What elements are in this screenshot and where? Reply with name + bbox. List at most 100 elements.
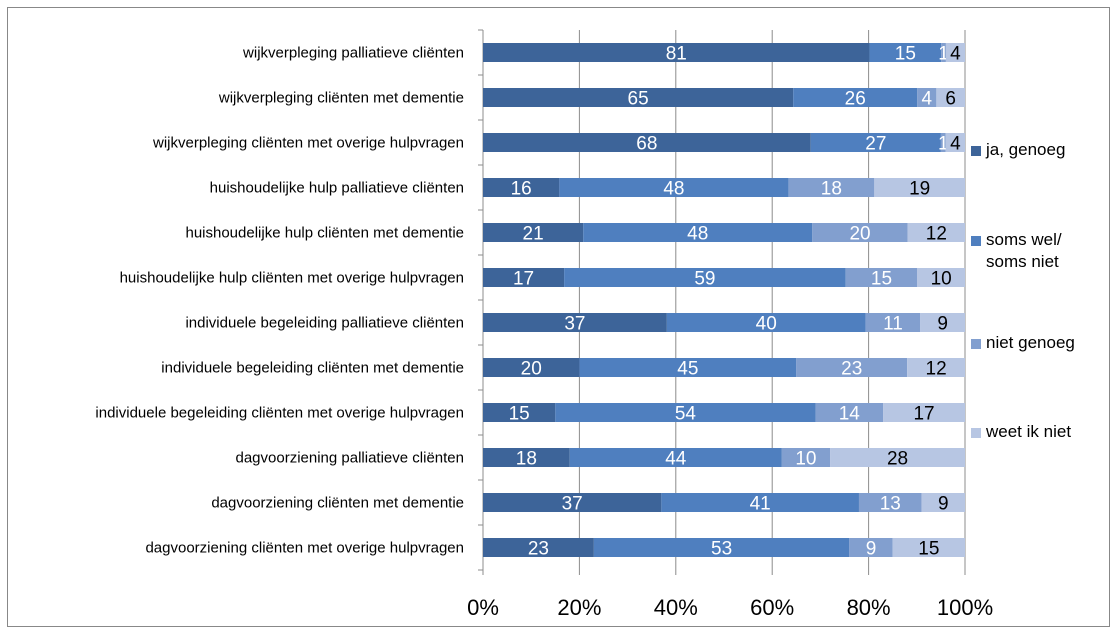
data-label: 48 <box>687 224 708 245</box>
bar-segment <box>830 448 965 467</box>
bar-segment <box>945 43 965 62</box>
bar-segment <box>940 133 946 152</box>
category-label: wijkverpleging palliatieve cliënten <box>242 45 464 62</box>
data-label: 27 <box>865 134 886 155</box>
data-label: 11 <box>883 314 903 335</box>
data-label: 13 <box>880 494 901 515</box>
data-label: 59 <box>694 269 715 290</box>
data-label: 44 <box>665 449 687 470</box>
bar-segment <box>907 223 965 242</box>
bar-segment <box>810 133 941 152</box>
bar-segment <box>892 538 965 557</box>
data-label: 20 <box>521 359 542 380</box>
bar-segment <box>917 88 937 107</box>
data-label: 18 <box>516 449 537 470</box>
bar-segment <box>796 358 908 377</box>
bar-segment <box>869 43 942 62</box>
bar-segment <box>483 358 580 377</box>
data-label: 15 <box>509 404 530 425</box>
data-label: 53 <box>711 539 732 560</box>
data-label: 9 <box>866 539 877 560</box>
category-label: huishoudelijke hulp cliënten met dementi… <box>185 225 464 242</box>
x-tick-label: 100% <box>937 595 993 620</box>
legend-label: weet ik niet <box>985 422 1071 441</box>
bar-segment <box>812 223 908 242</box>
bar-segment <box>483 268 565 287</box>
data-label: 9 <box>938 494 949 515</box>
data-label: 18 <box>821 179 842 200</box>
bar-segment <box>917 268 965 287</box>
data-label: 23 <box>528 539 549 560</box>
x-tick-label: 20% <box>557 595 601 620</box>
bar-segment <box>483 493 662 512</box>
legend-label: niet genoeg <box>986 333 1075 352</box>
bar-segment <box>849 538 893 557</box>
bar-segment <box>845 268 918 287</box>
data-label: 1 <box>938 134 949 155</box>
category-label: individuele begeleiding cliënten met dem… <box>161 360 464 377</box>
data-label: 15 <box>871 269 892 290</box>
category-label: individuele begeleiding palliatieve clië… <box>185 315 464 332</box>
bar-segment <box>483 403 556 422</box>
bar-segment <box>593 538 850 557</box>
bar-segment <box>555 403 816 422</box>
data-label: 10 <box>931 269 952 290</box>
data-label: 23 <box>841 359 862 380</box>
data-label: 17 <box>513 269 534 290</box>
legend-swatch <box>971 428 981 438</box>
x-tick-label: 40% <box>654 595 698 620</box>
category-label: wijkverpleging cliënten met dementie <box>218 90 464 107</box>
bar-segment <box>666 313 866 332</box>
data-label: 14 <box>839 404 861 425</box>
category-label: dagvoorziening cliënten met overige hulp… <box>145 540 464 557</box>
data-label: 9 <box>937 314 948 335</box>
legend-label: soms wel/ <box>986 230 1062 249</box>
bar-segment <box>583 223 813 242</box>
bar-segment <box>569 448 782 467</box>
data-label: 68 <box>636 134 657 155</box>
legend-swatch <box>971 339 981 349</box>
bar-segment <box>559 178 789 197</box>
bar-segment <box>936 88 965 107</box>
bar-segment <box>661 493 859 512</box>
data-label: 12 <box>926 224 947 245</box>
bar-segment <box>788 178 875 197</box>
bar-segment <box>564 268 846 287</box>
data-label: 37 <box>564 314 585 335</box>
data-label: 65 <box>628 89 649 110</box>
data-label: 40 <box>756 314 777 335</box>
data-label: 20 <box>849 224 870 245</box>
data-label: 19 <box>909 179 930 200</box>
bar-segment <box>483 178 560 197</box>
data-label: 81 <box>666 44 687 65</box>
bar-segment <box>579 358 797 377</box>
bar-segment <box>815 403 884 422</box>
bar-segment <box>483 313 667 332</box>
x-tick-label: 80% <box>847 595 891 620</box>
bar-segment <box>781 448 831 467</box>
data-label: 12 <box>926 359 947 380</box>
data-label: 1 <box>938 44 949 65</box>
bar-segment <box>874 178 965 197</box>
data-label: 4 <box>922 89 933 110</box>
data-label: 54 <box>675 404 697 425</box>
category-label: individuele begeleiding cliënten met ove… <box>95 405 464 422</box>
data-label: 4 <box>950 44 961 65</box>
bar-segment <box>483 133 811 152</box>
data-label: 10 <box>795 449 816 470</box>
legend-swatch <box>971 236 981 246</box>
x-tick-label: 60% <box>750 595 794 620</box>
data-label: 17 <box>913 404 934 425</box>
data-label: 15 <box>895 44 916 65</box>
data-label: 45 <box>677 359 698 380</box>
data-label: 6 <box>945 89 956 110</box>
category-label: dagvoorziening cliënten met dementie <box>211 495 464 512</box>
data-label: 48 <box>663 179 684 200</box>
bar-segment <box>483 43 870 62</box>
bar-segment <box>883 403 965 422</box>
data-label: 26 <box>845 89 866 110</box>
bar-segment <box>920 313 965 332</box>
data-label: 41 <box>750 494 771 515</box>
category-label: wijkverpleging cliënten met overige hulp… <box>152 135 464 152</box>
